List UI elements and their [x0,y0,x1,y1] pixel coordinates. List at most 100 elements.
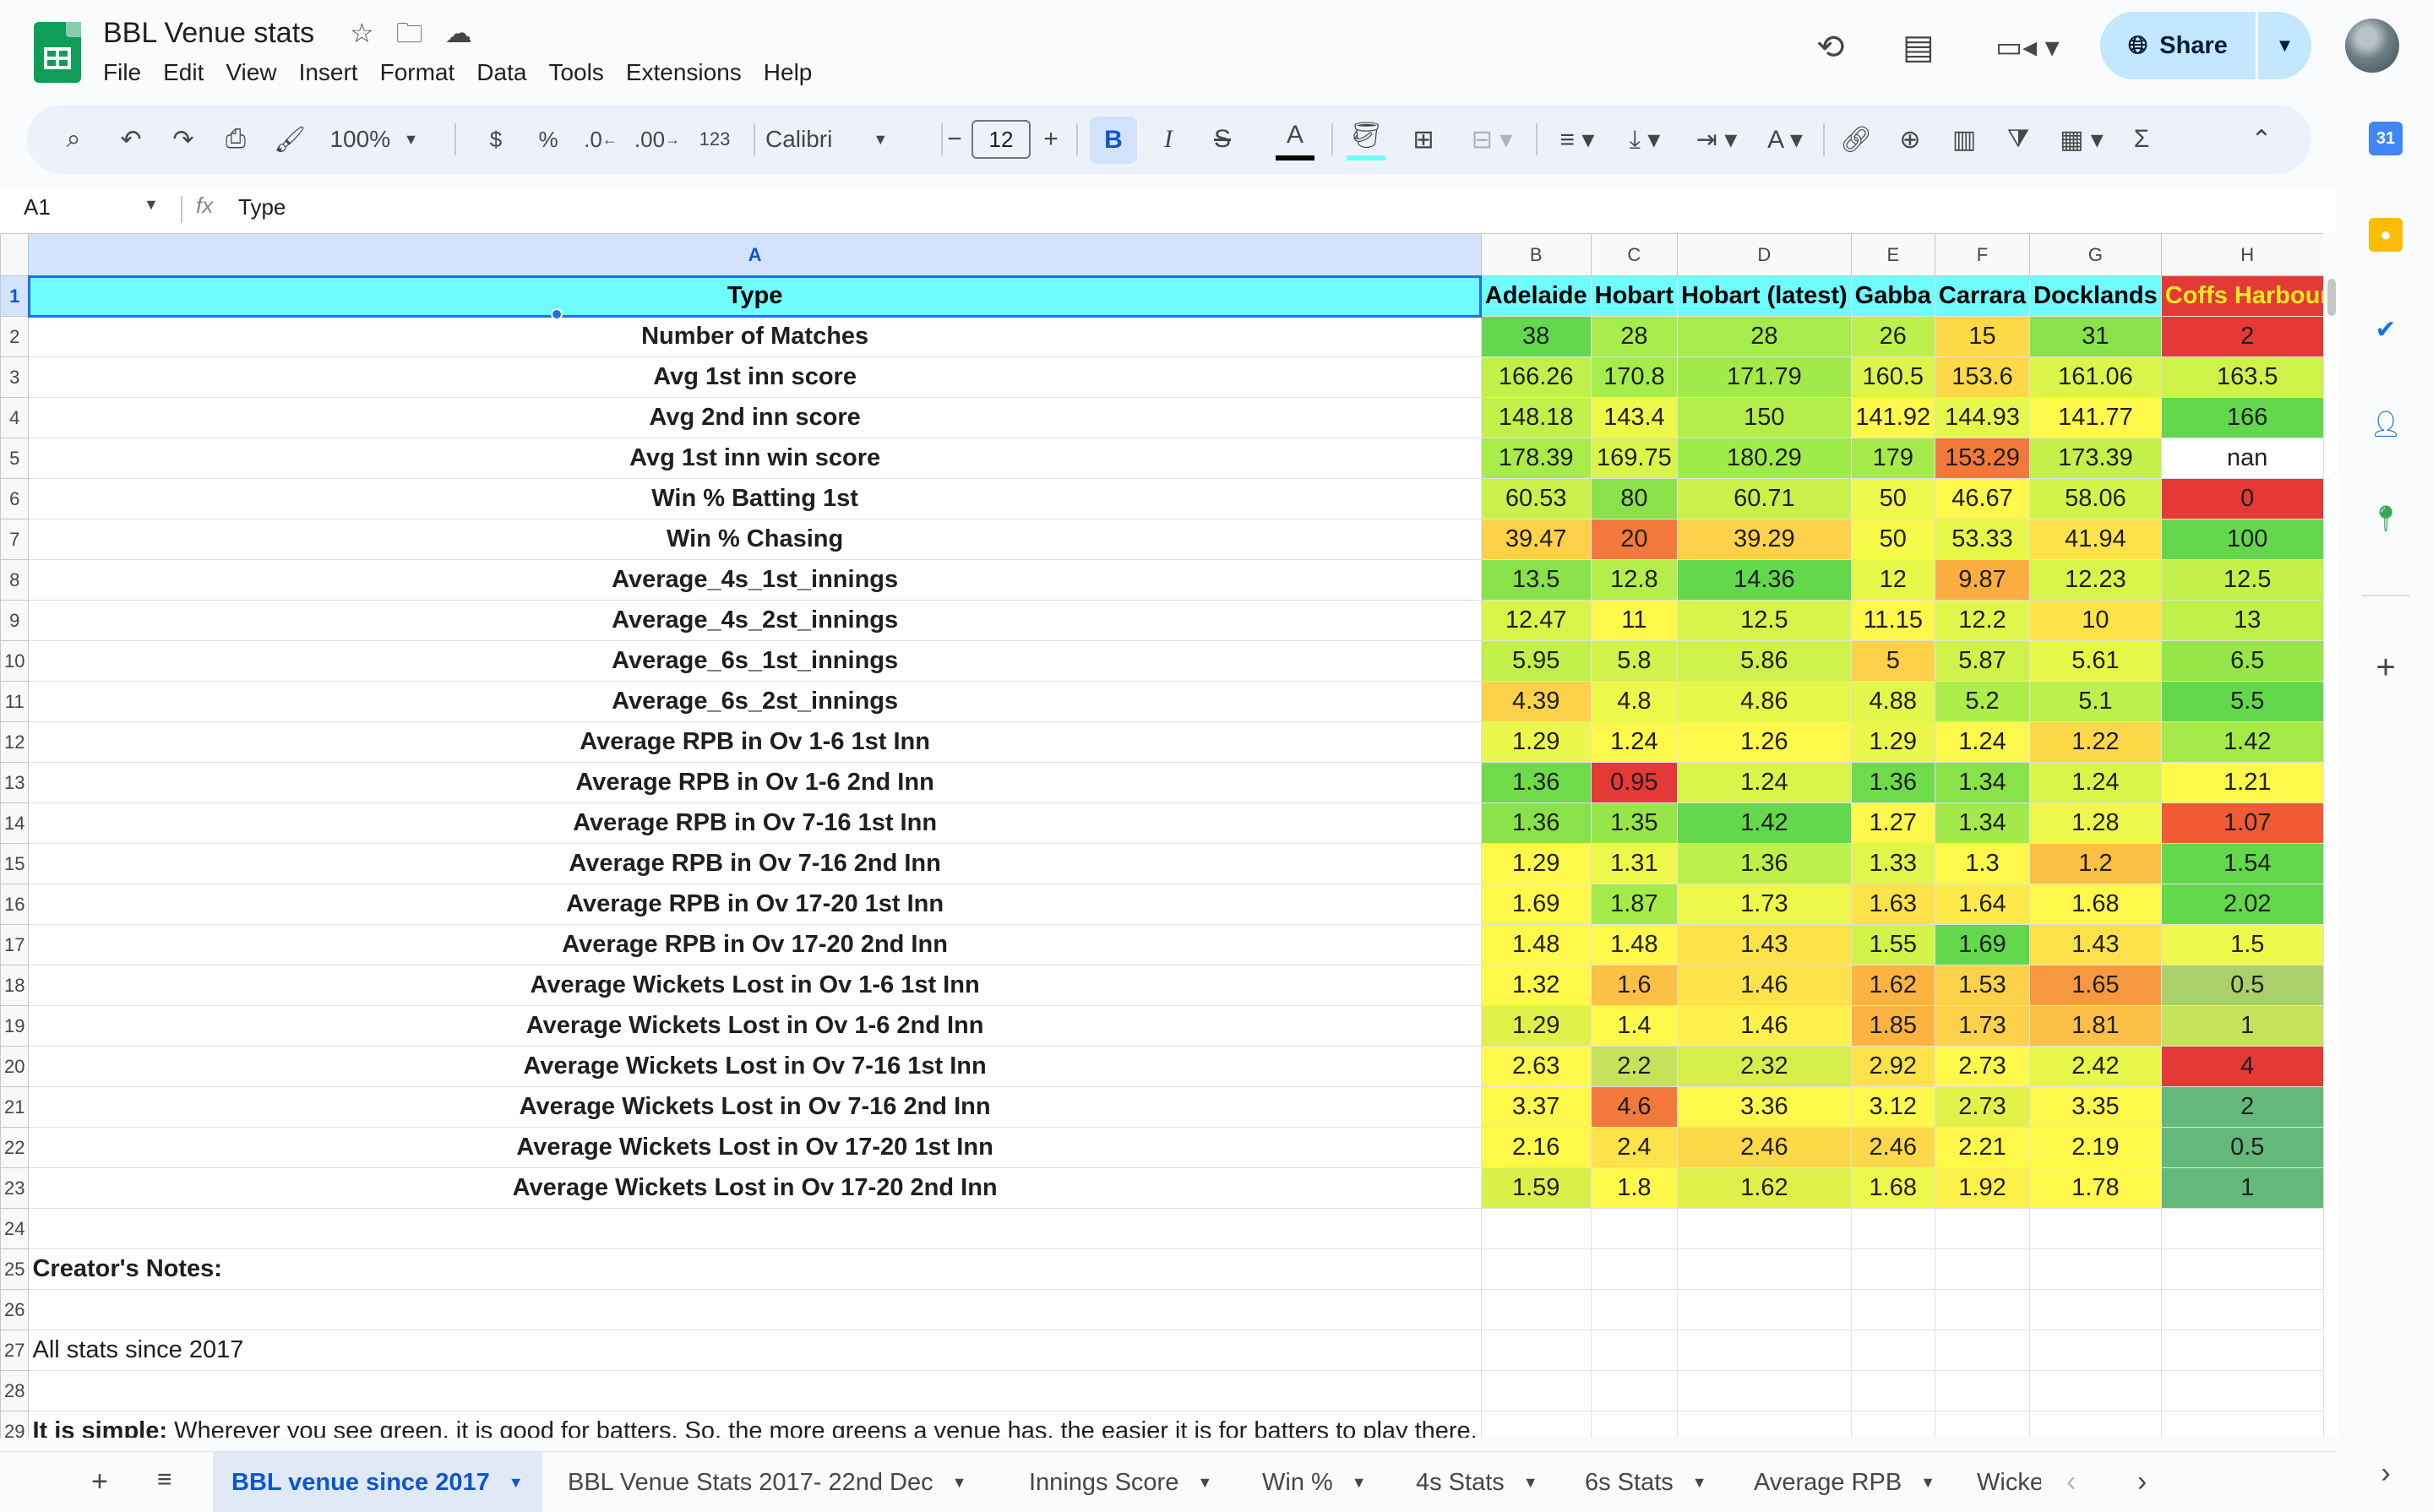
stat-label-cell[interactable]: Avg 2nd inn score [28,397,1482,438]
stat-value-cell[interactable]: 5.86 [1677,640,1852,682]
stat-label-cell[interactable]: Average Wickets Lost in Ov 7-16 1st Inn [28,1046,1482,1087]
meet-icon[interactable]: ▭◂ ▾ [1995,31,2060,63]
stat-value-cell[interactable]: 0.95 [1590,762,1679,803]
row-header-1[interactable]: 1 [0,275,30,317]
stat-value-cell[interactable]: 5.87 [1934,640,2031,682]
column-header-d[interactable]: D [1677,233,1852,276]
stat-value-cell[interactable]: 1.24 [1677,762,1852,803]
empty-cell[interactable] [2029,1208,2162,1249]
stat-value-cell[interactable]: 1.8 [1590,1167,1679,1209]
stat-value-cell[interactable]: 20 [1590,519,1679,560]
stat-value-cell[interactable]: 1.5 [2160,924,2323,965]
column-header-c[interactable]: C [1590,233,1679,276]
stat-label-cell[interactable]: Win % Chasing [28,519,1482,560]
empty-cell[interactable] [1480,1208,1592,1249]
stat-value-cell[interactable]: 143.4 [1590,397,1679,438]
venue-header-cell[interactable]: Gabba [1850,275,1935,317]
column-header-h[interactable]: H [2160,233,2323,276]
empty-cell[interactable] [1934,1289,2031,1330]
undo-icon[interactable]: ↶ [120,125,142,154]
stat-value-cell[interactable]: 171.79 [1677,356,1852,398]
font-select[interactable]: Calibri ▼ [765,105,934,174]
stat-value-cell[interactable]: 1.36 [1850,762,1935,803]
stat-value-cell[interactable]: 2.63 [1480,1046,1592,1087]
scroll-tabs-left-icon[interactable]: ‹ [2066,1466,2076,1498]
empty-cell[interactable] [1590,1411,1679,1438]
tab-average-rpb[interactable]: Average RPB ▼ [1754,1452,1935,1512]
empty-cell[interactable] [1677,1248,1852,1290]
stat-value-cell[interactable]: 58.06 [2029,478,2162,519]
stat-value-cell[interactable]: 39.47 [1480,519,1592,560]
row-header-13[interactable]: 13 [0,762,30,803]
stat-label-cell[interactable]: Average_6s_1st_innings [28,640,1482,682]
empty-cell[interactable] [1934,1248,2031,1290]
stat-value-cell[interactable]: 1.53 [1934,965,2031,1006]
stat-value-cell[interactable]: 2.46 [1677,1127,1852,1168]
empty-cell[interactable] [1850,1411,1935,1438]
row-header-21[interactable]: 21 [0,1086,30,1128]
empty-cell[interactable] [2160,1330,2323,1371]
stat-value-cell[interactable]: 144.93 [1934,397,2031,438]
filter-views-icon[interactable]: ▦ ▾ [2060,125,2104,154]
bold-button[interactable]: B [1090,117,1137,164]
empty-cell[interactable] [2029,1411,2162,1438]
tab-4s-stats[interactable]: 4s Stats ▼ [1416,1452,1538,1512]
horizontal-align-icon[interactable]: ≡ ▾ [1559,125,1595,154]
stat-value-cell[interactable]: 1.2 [2029,843,2162,884]
stat-value-cell[interactable]: 1.92 [1934,1167,2031,1209]
tasks-icon[interactable]: ✔ [2375,315,2397,344]
merge-cells-icon[interactable]: ⊟ ▾ [1471,125,1513,154]
stat-value-cell[interactable]: 1.27 [1850,802,1935,844]
empty-cell[interactable] [2160,1411,2323,1438]
stat-label-cell[interactable]: Average RPB in Ov 17-20 2nd Inn [28,924,1482,965]
stat-value-cell[interactable]: 1.29 [1480,721,1592,763]
stat-value-cell[interactable]: 1.22 [2029,721,2162,763]
stat-value-cell[interactable]: 1 [2160,1005,2323,1047]
stat-value-cell[interactable]: 38 [1480,316,1592,357]
row-header-17[interactable]: 17 [0,924,30,965]
venue-header-cell[interactable]: Hobart [1590,275,1679,317]
row-header-22[interactable]: 22 [0,1127,30,1168]
stat-value-cell[interactable]: 1.29 [1480,1005,1592,1047]
menu-edit[interactable]: Edit [163,59,204,85]
stat-label-cell[interactable]: Avg 1st inn score [28,356,1482,398]
stat-label-cell[interactable]: Average_4s_1st_innings [28,559,1482,601]
zoom-select[interactable]: 100% ▼ [328,105,421,174]
stat-value-cell[interactable]: 1.46 [1677,965,1852,1006]
venue-header-cell[interactable]: Hobart (latest) [1677,275,1852,317]
insert-comment-icon[interactable]: ⊕ [1899,125,1921,154]
cloud-status-icon[interactable]: ☁ [444,18,472,48]
formula-input[interactable]: Type [238,194,286,220]
venue-header-cell[interactable]: Docklands [2029,275,2162,317]
stat-value-cell[interactable]: 1.33 [1850,843,1935,884]
row-header-10[interactable]: 10 [0,640,30,682]
stat-value-cell[interactable]: 3.37 [1480,1086,1592,1128]
row-header-23[interactable]: 23 [0,1167,30,1209]
stat-value-cell[interactable]: 5.1 [2029,681,2162,722]
note-cell[interactable] [28,1370,1482,1411]
decrease-decimal-button[interactable]: .0 ← [580,105,622,174]
empty-cell[interactable] [1850,1330,1935,1371]
stat-value-cell[interactable]: 1.69 [1934,924,2031,965]
empty-cell[interactable] [1590,1330,1679,1371]
row-header-2[interactable]: 2 [0,316,30,357]
column-header-a[interactable]: A [28,233,1482,276]
stat-value-cell[interactable]: 1.24 [1934,721,2031,763]
row-header-29[interactable]: 29 [0,1411,30,1438]
stat-value-cell[interactable]: 0.5 [2160,1127,2323,1168]
row-header-28[interactable]: 28 [0,1370,30,1411]
account-avatar[interactable] [2345,19,2399,73]
stat-label-cell[interactable]: Average Wickets Lost in Ov 1-6 1st Inn [28,965,1482,1006]
row-header-18[interactable]: 18 [0,965,30,1006]
row-header-12[interactable]: 12 [0,721,30,763]
menu-view[interactable]: View [226,59,277,85]
venue-header-cell[interactable]: Carrara [1934,275,2031,317]
stat-value-cell[interactable]: 1.87 [1590,884,1679,925]
stat-value-cell[interactable]: 163.5 [2160,356,2323,398]
stat-value-cell[interactable]: 2.73 [1934,1086,2031,1128]
empty-cell[interactable] [1934,1330,2031,1371]
stat-value-cell[interactable]: 14.36 [1677,559,1852,601]
empty-cell[interactable] [1590,1289,1679,1330]
cell-a1[interactable]: Type [27,275,1483,318]
stat-value-cell[interactable]: 141.77 [2029,397,2162,438]
